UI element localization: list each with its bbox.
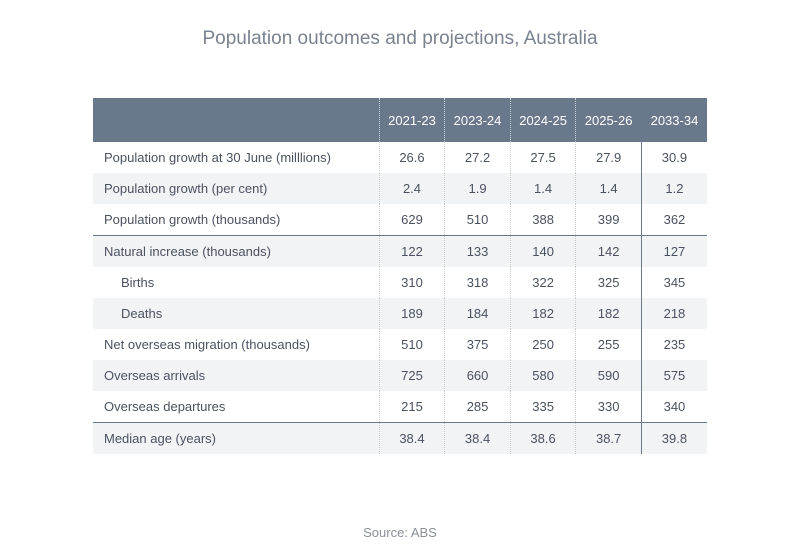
header-row: 2021-23 2023-24 2024-25 2025-26 2033-34: [93, 98, 707, 142]
table-cell: 362: [640, 204, 707, 236]
table-cell: 335: [509, 391, 576, 423]
table-row: Population growth at 30 June (milllions)…: [93, 142, 707, 173]
table-cell: 255: [575, 329, 642, 360]
row-label: Natural increase (thousands): [93, 235, 380, 267]
table-cell: 1.2: [640, 173, 707, 204]
table-cell: 388: [509, 204, 576, 236]
table-cell: 182: [509, 298, 576, 329]
table-row: Overseas departures 215 285 335 330 340: [93, 391, 707, 423]
table-cell: 184: [444, 298, 511, 329]
table-cell: 629: [378, 204, 445, 236]
table-cell: 375: [444, 329, 511, 360]
table-cell: 575: [640, 360, 707, 391]
row-label: Births: [121, 275, 155, 290]
row-label: Deaths: [93, 298, 380, 329]
row-label: Overseas departures: [104, 399, 226, 414]
table-cell: 325: [575, 267, 642, 298]
table-cell: 38.6: [509, 422, 576, 454]
table-row: Median age (years) 38.4 38.4 38.6 38.7 3…: [93, 422, 707, 454]
table-cell: 725: [378, 360, 445, 391]
table-cell: 133: [444, 235, 511, 267]
column-header: 2023-24: [444, 98, 511, 142]
chart-title: Population outcomes and projections, Aus…: [202, 28, 598, 49]
table-cell: 182: [575, 298, 642, 329]
table-cell: 235: [640, 329, 707, 360]
row-label: Population growth (per cent): [93, 173, 380, 204]
table-cell: 27.2: [444, 142, 511, 173]
table-cell: 1.4: [509, 173, 576, 204]
table-cell: 27.5: [509, 142, 576, 173]
table-row: Births 310 318 322 325 345: [93, 267, 707, 298]
table-cell: 38.4: [378, 422, 445, 454]
table-cell: 340: [640, 391, 707, 423]
table-cell: 1.4: [575, 173, 642, 204]
table-cell: 510: [444, 204, 511, 236]
table-cell: 310: [378, 267, 445, 298]
table-cell: 510: [378, 329, 445, 360]
table-cell: 322: [509, 267, 576, 298]
population-table: 2021-23 2023-24 2024-25 2025-26 2033-34 …: [93, 98, 707, 454]
table-cell: 2.4: [378, 173, 445, 204]
table-cell: 38.4: [444, 422, 511, 454]
table-cell: 189: [378, 298, 445, 329]
column-header: 2025-26: [575, 98, 642, 142]
table-row: Net overseas migration (thousands) 510 3…: [93, 329, 707, 360]
table-row: Natural increase (thousands) 122 133 140…: [93, 235, 707, 267]
row-label: Population growth at 30 June (milllions): [104, 150, 331, 165]
table-cell: 30.9: [640, 142, 707, 173]
row-label: Median age (years): [93, 422, 380, 454]
table-cell: 1.9: [444, 173, 511, 204]
table-cell: 127: [640, 235, 707, 267]
column-header: 2033-34: [640, 98, 707, 142]
table-cell: 590: [575, 360, 642, 391]
table-cell: 318: [444, 267, 511, 298]
table-cell: 142: [575, 235, 642, 267]
table-cell: 660: [444, 360, 511, 391]
table-cell: 215: [378, 391, 445, 423]
table-cell: 27.9: [575, 142, 642, 173]
table-cell: 330: [575, 391, 642, 423]
table-cell: 218: [640, 298, 707, 329]
column-header: 2024-25: [509, 98, 576, 142]
table-cell: 580: [509, 360, 576, 391]
header-label-cell: [93, 98, 380, 142]
table-cell: 285: [444, 391, 511, 423]
table-cell: 399: [575, 204, 642, 236]
table-row: Overseas arrivals 725 660 580 590 575: [93, 360, 707, 391]
table-cell: 250: [509, 329, 576, 360]
table-cell: 38.7: [575, 422, 642, 454]
table-cell: 122: [378, 235, 445, 267]
table-cell: 140: [509, 235, 576, 267]
table-row: Population growth (thousands) 629 510 38…: [93, 204, 707, 236]
column-header: 2021-23: [378, 98, 445, 142]
table-row: Deaths 189 184 182 182 218: [93, 298, 707, 329]
source-note: Source: ABS: [363, 525, 437, 540]
table-row: Population growth (per cent) 2.4 1.9 1.4…: [93, 173, 707, 204]
row-label: Overseas arrivals: [93, 360, 380, 391]
table-cell: 39.8: [640, 422, 707, 454]
row-label: Population growth (thousands): [104, 212, 281, 227]
table-cell: 345: [640, 267, 707, 298]
table-cell: 26.6: [378, 142, 445, 173]
row-label: Net overseas migration (thousands): [104, 337, 310, 352]
